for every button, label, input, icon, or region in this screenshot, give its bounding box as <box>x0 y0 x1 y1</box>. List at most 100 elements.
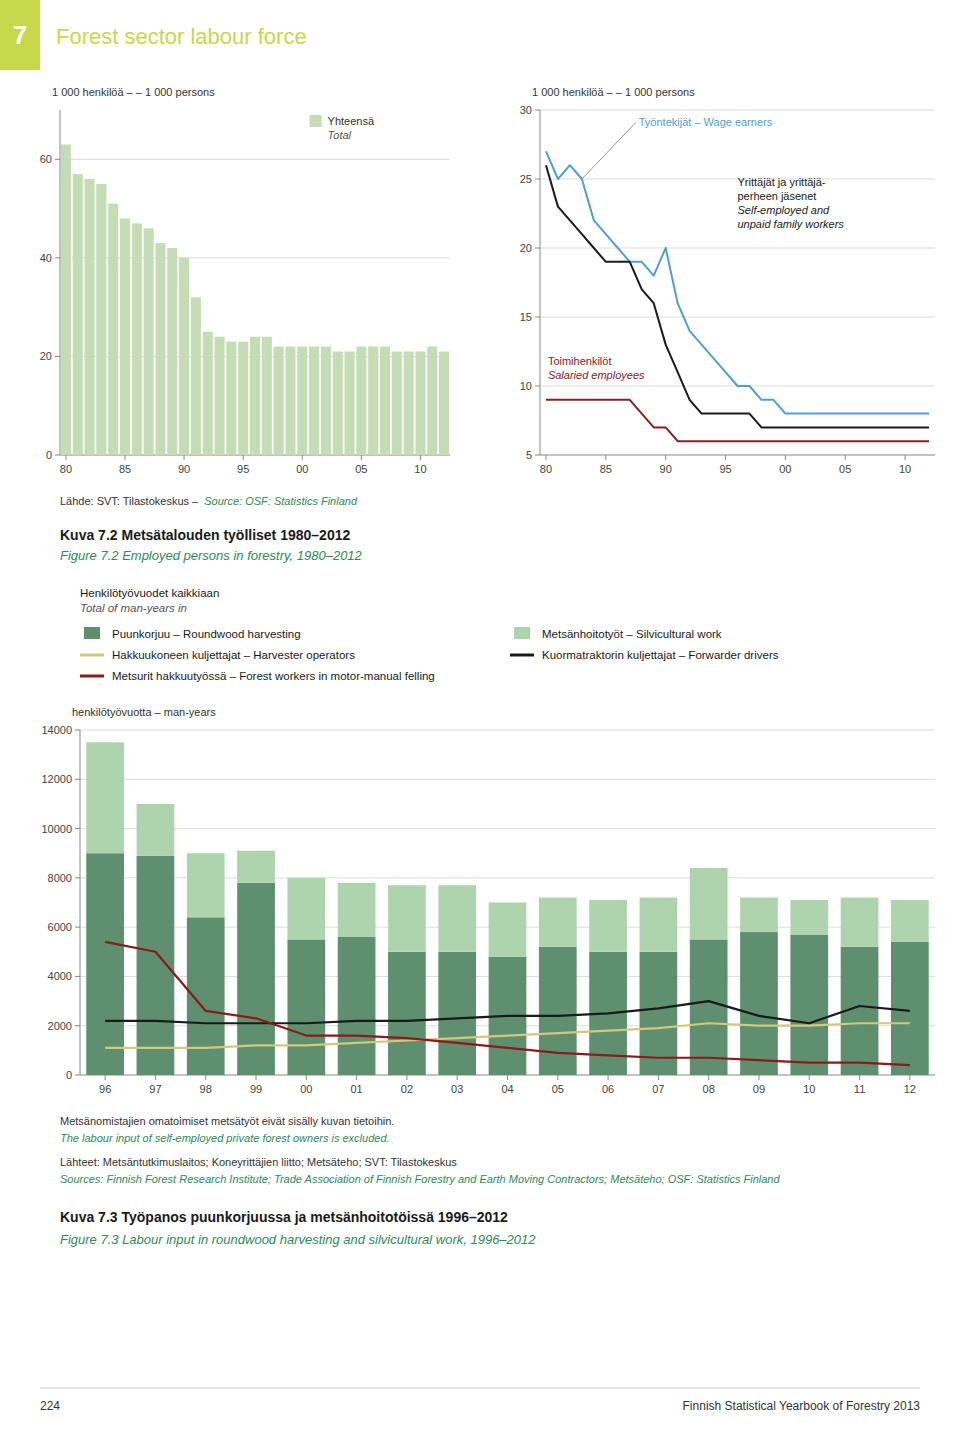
source: Source: OSF: Statistics Finland <box>204 495 358 507</box>
y-tick <box>75 927 80 928</box>
bar-segment <box>740 898 778 933</box>
y-axis-label: henkilötyövuotta – man-years <box>72 706 216 718</box>
y-tick <box>75 877 80 878</box>
line <box>546 165 929 427</box>
bar-segment <box>790 900 828 935</box>
bar-segment <box>287 878 325 940</box>
x-tick-label: 08 <box>703 1083 715 1095</box>
x-tick <box>306 1075 307 1080</box>
x-tick <box>605 455 606 460</box>
bar-segment <box>740 932 778 1075</box>
x-tick-label: 04 <box>501 1083 513 1095</box>
bar-segment <box>187 853 225 917</box>
bar <box>250 337 260 455</box>
footer-rule <box>40 1388 920 1389</box>
legend: Henkilötyövuodet kaikkiaanTotal of man-y… <box>80 587 779 682</box>
figure-title: Kuva 7.3 Työpanos puunkorjuussa ja metsä… <box>60 1209 508 1225</box>
x-tick-label: 98 <box>200 1083 212 1095</box>
bar-segment <box>640 898 678 952</box>
x-tick-label: 10 <box>899 463 911 475</box>
x-tick-label: 10 <box>414 463 426 475</box>
y-tick-label: 10 <box>520 380 532 392</box>
x-tick <box>184 455 185 460</box>
bar-segment <box>388 885 426 952</box>
y-tick-label: 5 <box>526 449 532 461</box>
line <box>105 942 910 1065</box>
note: The labour input of self-employed privat… <box>60 1132 390 1144</box>
legend-swatch <box>84 627 100 639</box>
bar <box>392 352 402 456</box>
y-tick-label: 20 <box>520 242 532 254</box>
x-tick-label: 00 <box>296 463 308 475</box>
x-tick <box>725 455 726 460</box>
grid-line <box>80 779 935 780</box>
y-tick <box>55 257 60 258</box>
x-tick <box>845 455 846 460</box>
legend-label: Metsänhoitotyöt – Silvicultural work <box>542 628 722 640</box>
bar <box>238 342 248 455</box>
y-tick <box>55 455 60 456</box>
y-tick-label: 4000 <box>48 970 72 982</box>
legend-label: Hakkuukoneen kuljettajat – Harvester ope… <box>112 649 355 661</box>
x-tick-label: 99 <box>250 1083 262 1095</box>
series-label: ToimihenkilötSalaried employees <box>548 355 645 381</box>
bar-segment <box>589 900 627 952</box>
x-tick-label: 01 <box>350 1083 362 1095</box>
x-tick <box>65 455 66 460</box>
y-tick-label: 10000 <box>41 823 72 835</box>
series-label-line: perheen jäsenet <box>738 190 817 202</box>
bar <box>345 352 355 456</box>
x-tick <box>905 455 906 460</box>
x-tick <box>420 455 421 460</box>
bar-segment <box>338 937 376 1075</box>
figure-subtitle: Figure 7.2 Employed persons in forestry,… <box>60 548 363 563</box>
y-tick-label: 15 <box>520 311 532 323</box>
x-tick-label: 85 <box>119 463 131 475</box>
x-tick-label: 96 <box>99 1083 111 1095</box>
bar <box>427 347 437 455</box>
legend-label-line: Yhteensä <box>328 115 375 127</box>
x-tick <box>809 1075 810 1080</box>
bar <box>167 248 177 455</box>
bar <box>203 332 213 455</box>
x-tick-label: 07 <box>652 1083 664 1095</box>
y-tick-label: 60 <box>40 153 52 165</box>
legend-swatch <box>514 627 530 639</box>
grid-line <box>540 317 935 318</box>
bar <box>297 347 307 455</box>
bar <box>73 174 83 455</box>
bar <box>404 352 414 456</box>
bar-segment <box>891 942 929 1075</box>
y-tick <box>535 317 540 318</box>
y-axis <box>540 110 541 455</box>
y-tick <box>75 1025 80 1026</box>
y-tick <box>55 159 60 160</box>
bar <box>285 347 295 455</box>
x-tick <box>457 1075 458 1080</box>
bar-segment <box>388 952 426 1075</box>
x-tick <box>859 1075 860 1080</box>
bar-segment <box>690 939 728 1075</box>
line <box>546 151 929 413</box>
y-tick-label: 12000 <box>41 773 72 785</box>
y-tick-label: 25 <box>520 173 532 185</box>
grid-line <box>540 110 935 111</box>
bar-segment <box>489 903 527 957</box>
x-tick-label: 12 <box>904 1083 916 1095</box>
bar <box>108 204 118 455</box>
series-label: Työntekijät – Wage earners <box>639 116 773 128</box>
bar-segment <box>841 898 879 947</box>
legend-label: Metsurit hakkuutyössä – Forest workers i… <box>112 670 435 682</box>
x-tick <box>361 455 362 460</box>
x-tick-label: 05 <box>839 463 851 475</box>
y-tick <box>75 828 80 829</box>
header-title: Forest sector labour force <box>56 24 307 49</box>
y-axis <box>80 730 81 1075</box>
grid-line <box>60 159 450 160</box>
y-tick <box>535 110 540 111</box>
bar <box>262 337 272 455</box>
bar <box>215 337 225 455</box>
x-tick-label: 05 <box>355 463 367 475</box>
x-tick <box>243 455 244 460</box>
y-axis-label: 1 000 henkilöä – – 1 000 persons <box>532 86 695 98</box>
